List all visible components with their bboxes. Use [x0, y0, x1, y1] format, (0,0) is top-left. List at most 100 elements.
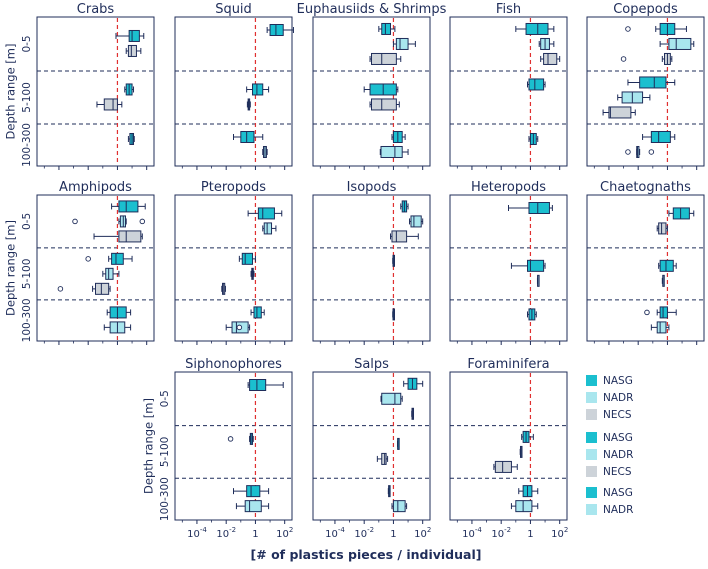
panel-title-siphonophores: Siphonophores: [185, 357, 282, 372]
box-chaetognaths-0-5-necs: [658, 222, 667, 235]
x-tick-label-siphonophores: 1: [252, 529, 258, 540]
legend-label-nadr-100-300: NADR: [603, 504, 633, 516]
box-amphipods-100-300-nasg: [109, 306, 127, 319]
box-euphausiids-shrimps-5-100-necs: [371, 98, 397, 111]
depth-label-5-100-row3: 5-100: [159, 437, 171, 468]
legend-label-nadr-5-100: NADR: [603, 449, 633, 461]
legend-swatch-necs-5-100: [586, 466, 597, 477]
box-copepods-100-300-nadr-outlier-1: [625, 149, 631, 155]
depth-label-100-300-row3: 100-300: [159, 477, 171, 521]
box-squid-0-5-nasg: [269, 24, 284, 36]
x-tick-label-salps: 1: [390, 529, 396, 540]
box-amphipods-0-5-necs: [118, 230, 142, 243]
panel-title-squid: Squid: [215, 2, 252, 17]
box-copepods-5-100-necs: [608, 106, 632, 119]
box-chaetognaths-5-100-nasg: [659, 259, 674, 272]
x-tick-label-foraminifera: 1: [527, 529, 533, 540]
panel-title-salps: Salps: [354, 357, 389, 372]
box-amphipods-5-100-nadr: [105, 267, 114, 280]
legend-label-nasg-5-100: NASG: [603, 432, 633, 444]
box-heteropods-5-100-nasg: [527, 259, 545, 272]
box-fish-0-5-nasg: [525, 22, 549, 35]
box-amphipods-5-100-nasg: [111, 252, 124, 265]
legend-swatch-nadr-0-5: [586, 392, 597, 403]
panel-title-isopods: Isopods: [347, 180, 397, 195]
box-foraminifera-5-100-necs: [494, 460, 512, 473]
box-copepods-0-5-nasg-outlier-1: [625, 26, 631, 32]
box-euphausiids-shrimps-0-5-nasg: [381, 22, 392, 35]
box-salps-100-300-nadr: [392, 500, 406, 513]
depth-label-100-300-row1: 100-300: [21, 123, 33, 167]
box-siphonophores-100-300-nadr: [244, 500, 262, 513]
legend-label-necs-0-5: NECS: [603, 409, 632, 421]
box-euphausiids-shrimps-0-5-necs: [371, 52, 397, 65]
panel-title-foraminifera: Foraminifera: [467, 357, 549, 372]
box-amphipods-0-5-nadr-outlier-2: [139, 218, 146, 225]
box-amphipods-0-5-nasg: [118, 200, 139, 213]
panel-frame-siphonophores: [174, 371, 293, 521]
depth-label-5-100-row1: 5-100: [21, 82, 33, 113]
box-isopods-0-5-nadr: [410, 215, 422, 228]
panel-frame-amphipods: [36, 194, 155, 342]
legend-label-nasg-0-5: NASG: [603, 375, 633, 387]
box-euphausiids-shrimps-100-300-nadr: [380, 145, 403, 158]
box-siphonophores-5-100-nasg-outlier-1: [227, 436, 234, 442]
x-tick-label-foraminifera: 10-2: [491, 526, 511, 540]
legend-label-nasg-100-300: NASG: [603, 487, 633, 499]
depth-label-5-100-row2: 5-100: [21, 259, 33, 290]
panel-frame-heteropods: [449, 194, 568, 342]
box-fish-5-100-nasg: [528, 78, 545, 91]
box-crabs-0-5-nasg: [128, 29, 140, 42]
box-pteropods-0-5-nadr: [263, 222, 273, 235]
x-tick-label-siphonophores: 10-2: [216, 526, 236, 540]
box-chaetognaths-100-300-nasg-outlier-1: [644, 309, 650, 316]
box-salps-5-100-necs: [381, 452, 387, 465]
box-chaetognaths-100-300-nasg: [659, 306, 668, 319]
box-chaetognaths-100-300-nadr: [656, 321, 667, 334]
box-chaetognaths-0-5-nasg: [672, 207, 690, 220]
panel-title-amphipods: Amphipods: [59, 180, 132, 195]
y-axis-label-row2: Depth range [m]: [4, 220, 18, 316]
box-copepods-100-300-nadr-outlier-2: [648, 149, 655, 155]
x-tick-label-foraminifera: 102: [551, 526, 568, 540]
x-tick-label-siphonophores: 102: [276, 526, 293, 540]
box-euphausiids-shrimps-0-5-nadr: [395, 37, 409, 50]
box-amphipods-5-100-necs: [95, 282, 110, 295]
panel-title-chaetognaths: Chaetognaths: [600, 180, 691, 195]
x-tick-label-salps: 10-2: [354, 526, 374, 540]
panel-title-euphausiids-shrimps: Euphausiids & Shrimps: [297, 2, 447, 17]
box-pteropods-100-300-nasg: [253, 306, 262, 319]
depth-label-0-5-row1: 0-5: [21, 35, 33, 52]
box-siphonophores-100-300-nasg: [246, 485, 261, 498]
legend-label-necs-5-100: NECS: [603, 466, 632, 478]
box-copepods-0-5-necs-outlier-1: [620, 56, 627, 62]
panel-title-crabs: Crabs: [77, 2, 115, 17]
x-tick-label-salps: 102: [414, 526, 431, 540]
legend-swatch-nadr-5-100: [586, 449, 597, 460]
box-amphipods-5-100-nasg-outlier-1: [85, 256, 91, 262]
x-tick-label-salps: 10-4: [325, 526, 345, 540]
legend-label-nadr-0-5: NADR: [603, 392, 633, 404]
box-fish-0-5-necs: [543, 52, 558, 65]
depth-label-0-5-row2: 0-5: [21, 213, 33, 230]
x-tick-label-siphonophores: 10-4: [187, 526, 207, 540]
x-tick-label-foraminifera: 10-4: [462, 526, 482, 540]
box-foraminifera-100-300-nadr: [515, 500, 533, 513]
box-squid-5-100-nasg: [252, 83, 264, 96]
box-copepods-0-5-nadr: [668, 37, 692, 50]
depth-label-100-300-row2: 100-300: [21, 298, 33, 342]
box-salps-0-5-nadr: [381, 392, 402, 405]
box-pteropods-100-300-nadr-outlier-1: [236, 324, 243, 331]
panel-title-pteropods: Pteropods: [201, 180, 266, 195]
panel-frame-squid: [174, 16, 293, 167]
panel-frame-salps: [312, 371, 431, 521]
box-amphipods-5-100-necs-outlier-1: [57, 286, 64, 292]
box-copepods-5-100-nasg: [639, 76, 667, 89]
legend-swatch-nasg-0-5: [586, 375, 597, 386]
x-axis-label: [# of plastics pieces / individual]: [251, 547, 482, 562]
legend-swatch-nasg-5-100: [586, 432, 597, 443]
legend-swatch-nadr-100-300: [586, 504, 597, 515]
panel-title-fish: Fish: [496, 2, 521, 17]
box-pteropods-0-5-nasg: [257, 207, 275, 220]
